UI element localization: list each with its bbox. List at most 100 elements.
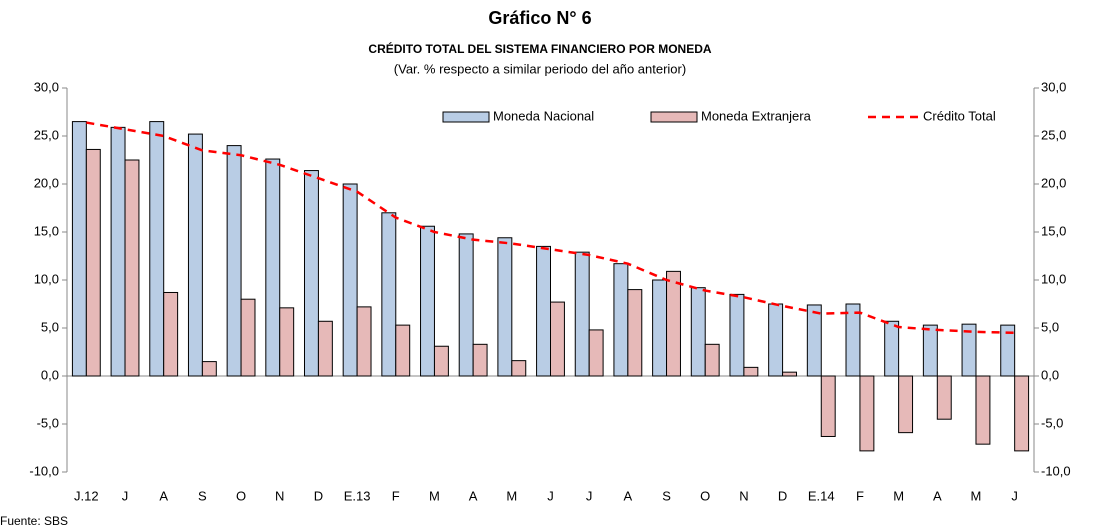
bar	[613, 263, 629, 377]
bar	[1000, 324, 1016, 377]
bar	[201, 361, 217, 377]
bar	[859, 375, 875, 452]
bar	[550, 301, 565, 377]
legend-label: Moneda Nacional	[493, 108, 594, 123]
bar	[303, 170, 319, 377]
bar	[420, 225, 435, 377]
legend-swatch	[442, 111, 490, 123]
x-tick-label: A	[469, 488, 478, 503]
x-tick-label: F	[856, 488, 864, 503]
x-tick-label: D	[778, 488, 787, 503]
bar	[472, 343, 488, 377]
x-tick-label: J	[122, 488, 129, 503]
x-tick-label: M	[971, 488, 982, 503]
line	[86, 121, 1015, 335]
bar	[342, 183, 358, 377]
x-tick-label: M	[429, 488, 440, 503]
x-tick-label: E.14	[808, 488, 835, 503]
bar	[240, 298, 256, 377]
x-tick-label: J	[547, 488, 554, 503]
chart-note: (Var. % respecto a similar periodo del a…	[394, 61, 686, 76]
bar	[961, 323, 977, 377]
y-tick-label: 15,0	[34, 223, 59, 238]
x-tick-label: S	[198, 488, 207, 503]
bar	[922, 324, 938, 377]
bar	[458, 233, 474, 377]
bar	[574, 251, 590, 377]
x-tick-label: M	[506, 488, 517, 503]
y2-tick-label: -5,0	[1041, 415, 1063, 430]
x-tick-label: N	[739, 488, 748, 503]
bar	[743, 366, 759, 377]
legend-swatch	[650, 111, 698, 123]
x-tick-label: O	[236, 488, 246, 503]
bar	[704, 343, 720, 377]
x-tick-label: E.13	[344, 488, 371, 503]
bar	[279, 307, 295, 377]
x-tick-label: J.12	[74, 488, 99, 503]
bar	[163, 291, 179, 377]
bar	[690, 287, 706, 377]
x-tick-label: F	[392, 488, 400, 503]
y-tick-label: 10,0	[34, 271, 59, 286]
bar	[110, 126, 126, 377]
bar	[975, 375, 991, 445]
bar	[820, 375, 836, 437]
y2-tick-label: 10,0	[1041, 271, 1066, 286]
x-tick-label: A	[159, 488, 168, 503]
x-tick-label: J	[586, 488, 593, 503]
bar	[936, 375, 952, 420]
x-tick-label: D	[314, 488, 323, 503]
y-tick-label: -5,0	[37, 415, 59, 430]
bar	[226, 145, 242, 377]
bar	[85, 148, 101, 377]
x-tick-label: A	[624, 488, 633, 503]
bar	[536, 245, 551, 377]
bar	[497, 237, 513, 377]
y2-tick-label: 0,0	[1041, 367, 1059, 382]
x-tick-label: A	[933, 488, 942, 503]
bar	[627, 289, 643, 377]
y2-tick-label: 30,0	[1041, 79, 1066, 94]
y2-tick-label: 25,0	[1041, 127, 1066, 142]
bar	[666, 270, 681, 377]
bar	[729, 293, 745, 377]
y2-tick-label: 20,0	[1041, 175, 1066, 190]
bar	[71, 121, 87, 377]
legend-label: Crédito Total	[923, 108, 996, 123]
bar	[356, 306, 372, 377]
bar	[768, 303, 784, 377]
y-tick-label: 0,0	[41, 367, 59, 382]
y2-tick-label: 15,0	[1041, 223, 1066, 238]
source: Fuente: SBS	[0, 514, 68, 528]
bar	[124, 159, 140, 377]
bar	[1014, 375, 1030, 452]
legend-label: Moneda Extranjera	[701, 108, 812, 123]
y-tick-label: 20,0	[34, 175, 59, 190]
x-tick-label: M	[893, 488, 904, 503]
x-tick-label: S	[662, 488, 671, 503]
bar	[782, 371, 798, 377]
bar	[898, 375, 914, 434]
bar	[652, 279, 668, 377]
y-tick-label: 25,0	[34, 127, 59, 142]
x-tick-label: N	[275, 488, 284, 503]
x-tick-label: J	[1011, 488, 1018, 503]
bar	[149, 121, 165, 377]
bar	[187, 133, 203, 377]
y2-tick-label: -10,0	[1041, 463, 1071, 478]
chart-title: Gráfico N° 6	[488, 8, 591, 28]
y2-tick-label: 5,0	[1041, 319, 1059, 334]
chart-subtitle: CRÉDITO TOTAL DEL SISTEMA FINANCIERO POR…	[368, 41, 711, 56]
bar	[588, 329, 604, 377]
y-tick-label: 30,0	[34, 79, 59, 94]
bar	[845, 303, 861, 377]
bar	[265, 158, 281, 377]
bar	[381, 212, 397, 377]
y-tick-label: -10,0	[29, 463, 59, 478]
bar	[317, 320, 333, 377]
bar	[511, 360, 527, 377]
bar	[884, 320, 900, 377]
bar	[806, 304, 822, 377]
